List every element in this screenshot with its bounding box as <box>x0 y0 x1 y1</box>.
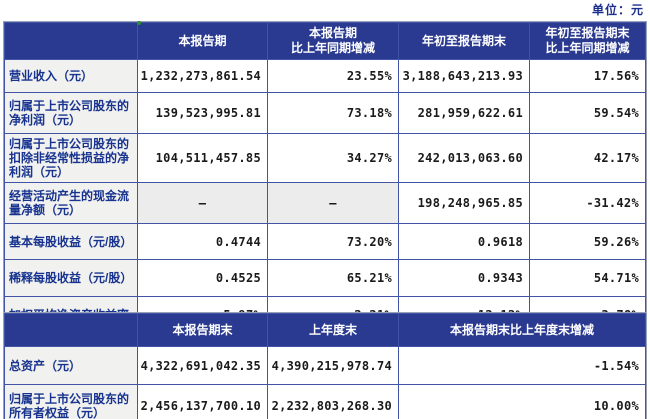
row-label: 归属于上市公司股东的净利润（元） <box>4 92 138 134</box>
row-label: 稀释每股收益（元/股） <box>4 259 138 297</box>
row-label: 归属于上市公司股东的扣除非经常性损益的净利润（元） <box>4 133 138 183</box>
value-cell: 2,456,137,700.10 <box>137 384 268 419</box>
value-cell: 59.54% <box>529 92 646 134</box>
key-financials-table: 本报告期 本报告期 比上年同期增减 年初至报告期末 年初至报告期末 比上年同期增… <box>3 21 647 334</box>
value-cell: 42.17% <box>529 133 646 183</box>
value-cell: 73.18% <box>267 92 399 134</box>
value-cell: 73.20% <box>267 223 399 260</box>
table-row: 归属于上市公司股东的所有者权益（元） 2,456,137,700.10 2,232,… <box>4 384 646 419</box>
value-cell: 242,013,063.60 <box>398 133 530 183</box>
green-dot-artifact <box>137 21 141 25</box>
row-label: 经营活动产生的现金流量净额（元） <box>4 182 138 224</box>
header-prior-year-end: 上年度末 <box>267 313 399 347</box>
header-current-period: 本报告期 <box>137 22 268 60</box>
table-row: 归属于上市公司股东的扣除非经常性损益的净利润（元） 104,511,457.85 3… <box>4 133 646 183</box>
row-label: 营业收入（元） <box>4 59 138 93</box>
value-cell: 139,523,995.81 <box>137 92 268 134</box>
table-row: 归属于上市公司股东的净利润（元） 139,523,995.81 73.18% 281,… <box>4 92 646 134</box>
balance-sheet-table: 本报告期末 上年度末 本报告期末比上年度末增减 总资产（元） 4,322,691,… <box>3 312 647 419</box>
value-cell: 0.9343 <box>398 259 530 297</box>
header-corner-cell <box>4 313 138 347</box>
value-cell: 104,511,457.85 <box>137 133 268 183</box>
row-label: 总资产（元） <box>4 346 138 385</box>
value-cell: 0.4744 <box>137 223 268 260</box>
value-cell: 65.21% <box>267 259 399 297</box>
table-row: 稀释每股收益（元/股） 0.4525 65.21% 0.9343 54.71% <box>4 259 646 297</box>
table-header-row: 本报告期末 上年度末 本报告期末比上年度末增减 <box>4 313 646 347</box>
value-cell: 59.26% <box>529 223 646 260</box>
value-cell: 10.00% <box>398 384 646 419</box>
value-cell: 198,248,965.85 <box>398 182 530 224</box>
value-cell: 0.4525 <box>137 259 268 297</box>
header-ytd-yoy-change: 年初至报告期末 比上年同期增减 <box>529 22 646 60</box>
value-cell: -1.54% <box>398 346 646 385</box>
value-cell-empty: — <box>137 182 268 224</box>
value-cell: 0.9618 <box>398 223 530 260</box>
value-cell: 4,390,215,978.74 <box>267 346 399 385</box>
header-period-end-vs-prior-year-end-change: 本报告期末比上年度末增减 <box>398 313 646 347</box>
value-cell: 3,188,643,213.93 <box>398 59 530 93</box>
header-ytd: 年初至报告期末 <box>398 22 530 60</box>
table-row: 营业收入（元） 1,232,273,861.54 23.55% 3,188,643,2… <box>4 59 646 93</box>
unit-label: 单位：元 <box>591 3 644 17</box>
header-corner-cell <box>4 22 138 60</box>
table-row: 基本每股收益（元/股） 0.4744 73.20% 0.9618 59.26% <box>4 223 646 260</box>
value-cell: 1,232,273,861.54 <box>137 59 268 93</box>
header-current-period-yoy-change: 本报告期 比上年同期增减 <box>267 22 399 60</box>
value-cell: 17.56% <box>529 59 646 93</box>
row-label: 归属于上市公司股东的所有者权益（元） <box>4 384 138 419</box>
value-cell: -31.42% <box>529 182 646 224</box>
value-cell: 2,232,803,268.30 <box>267 384 399 419</box>
header-period-end: 本报告期末 <box>137 313 268 347</box>
value-cell: 281,959,622.61 <box>398 92 530 134</box>
value-cell: 54.71% <box>529 259 646 297</box>
value-cell: 34.27% <box>267 133 399 183</box>
table-header-row: 本报告期 本报告期 比上年同期增减 年初至报告期末 年初至报告期末 比上年同期增… <box>4 22 646 60</box>
value-cell: 23.55% <box>267 59 399 93</box>
table-row: 经营活动产生的现金流量净额（元） — —198,248,965.85 -31.42% <box>4 182 646 224</box>
value-cell: 4,322,691,042.35 <box>137 346 268 385</box>
table-row: 总资产（元） 4,322,691,042.35 4,390,215,978.74 -1… <box>4 346 646 385</box>
value-cell-empty: — <box>267 182 399 224</box>
row-label: 基本每股收益（元/股） <box>4 223 138 260</box>
